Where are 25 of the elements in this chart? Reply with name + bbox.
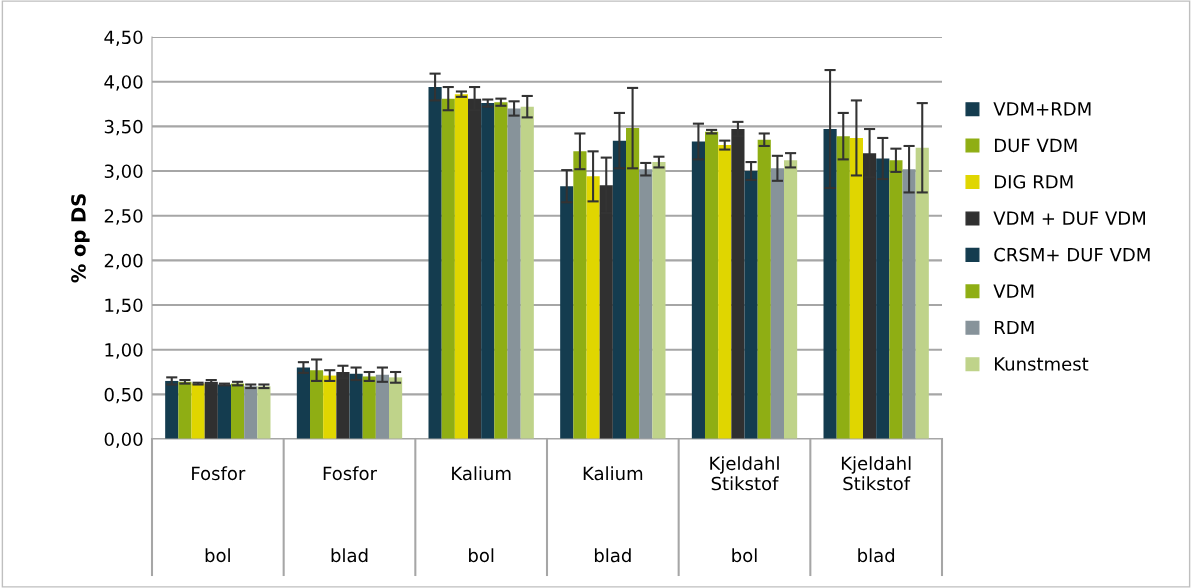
- legend-label: DIG RDM: [995, 174, 1073, 189]
- category-label: Kalium blad: [583, 466, 643, 563]
- legend-label: CRSM+ DUF VDM: [994, 247, 1150, 262]
- y-tick-label: 3,00: [104, 164, 143, 180]
- y-tick-label: 1,00: [105, 343, 143, 359]
- category-label: Kalium bol: [452, 466, 511, 563]
- legend-label: VDM+RDM: [993, 102, 1091, 116]
- y-tick-label: 3,50: [104, 119, 143, 136]
- category-label: Kjeldahl Stikstof bol: [710, 456, 779, 563]
- legend-label: DUF VDM: [995, 138, 1077, 153]
- category-label: Fosfor blad: [323, 466, 378, 563]
- legend-label: RDM: [995, 320, 1034, 335]
- y-tick-label: 0,50: [104, 387, 143, 404]
- y-tick-label: 2,00: [104, 253, 143, 270]
- y-tick-label: 4,00: [104, 75, 143, 91]
- category-label: Fosfor bol: [192, 466, 246, 563]
- category-label: Kjeldahl Stikstof blad: [841, 456, 911, 563]
- legend-label: Kunstmest: [995, 357, 1089, 371]
- y-tick-label: 4,50: [104, 30, 143, 46]
- legend-label: VDM: [993, 284, 1034, 298]
- y-tick-label: 0,00: [104, 432, 143, 448]
- y-axis-title: % op DS: [71, 194, 90, 283]
- y-tick-label: 2,50: [104, 209, 143, 225]
- legend-label: VDM + DUF VDM: [993, 211, 1145, 226]
- y-tick-label: 1,50: [105, 298, 143, 314]
